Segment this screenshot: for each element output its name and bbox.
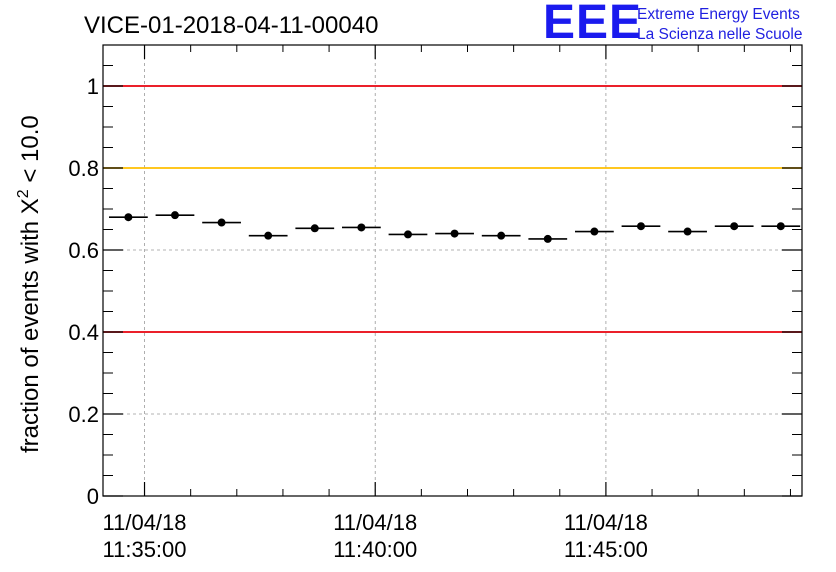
point-marker [543,234,552,243]
data-point [528,234,568,243]
x-tick-date-label: 11/04/18 [564,510,648,535]
x-tick-time-label: 11:40:00 [333,537,417,562]
y-tick-label: 0.2 [68,402,99,427]
point-marker [264,231,273,240]
point-marker [124,213,133,222]
x-tick-date-label: 11/04/18 [333,510,417,535]
y-axis-label-symbol: X [17,198,44,214]
x-tick-time-label: 11:45:00 [564,537,648,562]
y-axis-label-tail: < 10.0 [17,115,44,189]
data-point [341,223,381,232]
data-point [108,213,148,222]
eee-logo: EEE Extreme Energy Events La Scienza nel… [543,0,802,49]
data-point [202,218,241,227]
data-point [481,231,521,240]
data-point [388,230,428,239]
x-tick-date-label: 11/04/18 [103,510,187,535]
data-point [714,222,754,231]
point-marker [730,222,739,231]
point-marker [450,229,459,238]
eee-logo-mark: EEE [543,0,642,49]
point-marker [776,222,785,231]
y-axis-label: fraction of events with X2 < 10.0 [15,115,44,453]
y-tick-label: 0 [87,484,99,509]
data-point [574,227,614,236]
y-axis-label-group: fraction of events with X2 < 10.0 [15,115,44,453]
grid-lines [103,45,802,496]
y-axis-label-main: fraction of events with [17,214,44,453]
point-marker [217,218,226,227]
point-marker [357,223,366,232]
x-tick-time-label: 11:35:00 [103,537,187,562]
data-point [295,224,335,233]
y-axis-label-exponent: 2 [15,189,32,198]
point-marker [497,231,506,240]
eee-logo-line1: Extreme Energy Events [637,6,800,23]
data-point [155,211,195,220]
point-marker [310,224,319,233]
data-point [248,231,288,240]
data-point [435,229,474,238]
y-tick-label: 1 [87,74,99,99]
point-marker [403,230,412,239]
y-tick-label: 0.4 [68,320,99,345]
point-marker [590,227,599,236]
data-series [108,211,801,243]
point-marker [170,211,179,220]
axis-ticks: 00.20.40.60.8111/04/1811:35:0011/04/1811… [68,45,802,562]
reference-lines [103,85,802,333]
y-tick-label: 0.6 [68,238,99,263]
eee-logo-line2: La Scienza nelle Scuole [637,26,802,43]
data-point [621,222,661,231]
data-point [668,227,707,236]
chart-title: VICE-01-2018-04-11-00040 [84,12,378,39]
y-tick-label: 0.8 [68,156,99,181]
data-point [761,222,801,231]
point-marker [683,227,692,236]
plot-frame [102,44,803,497]
point-marker [636,222,645,231]
